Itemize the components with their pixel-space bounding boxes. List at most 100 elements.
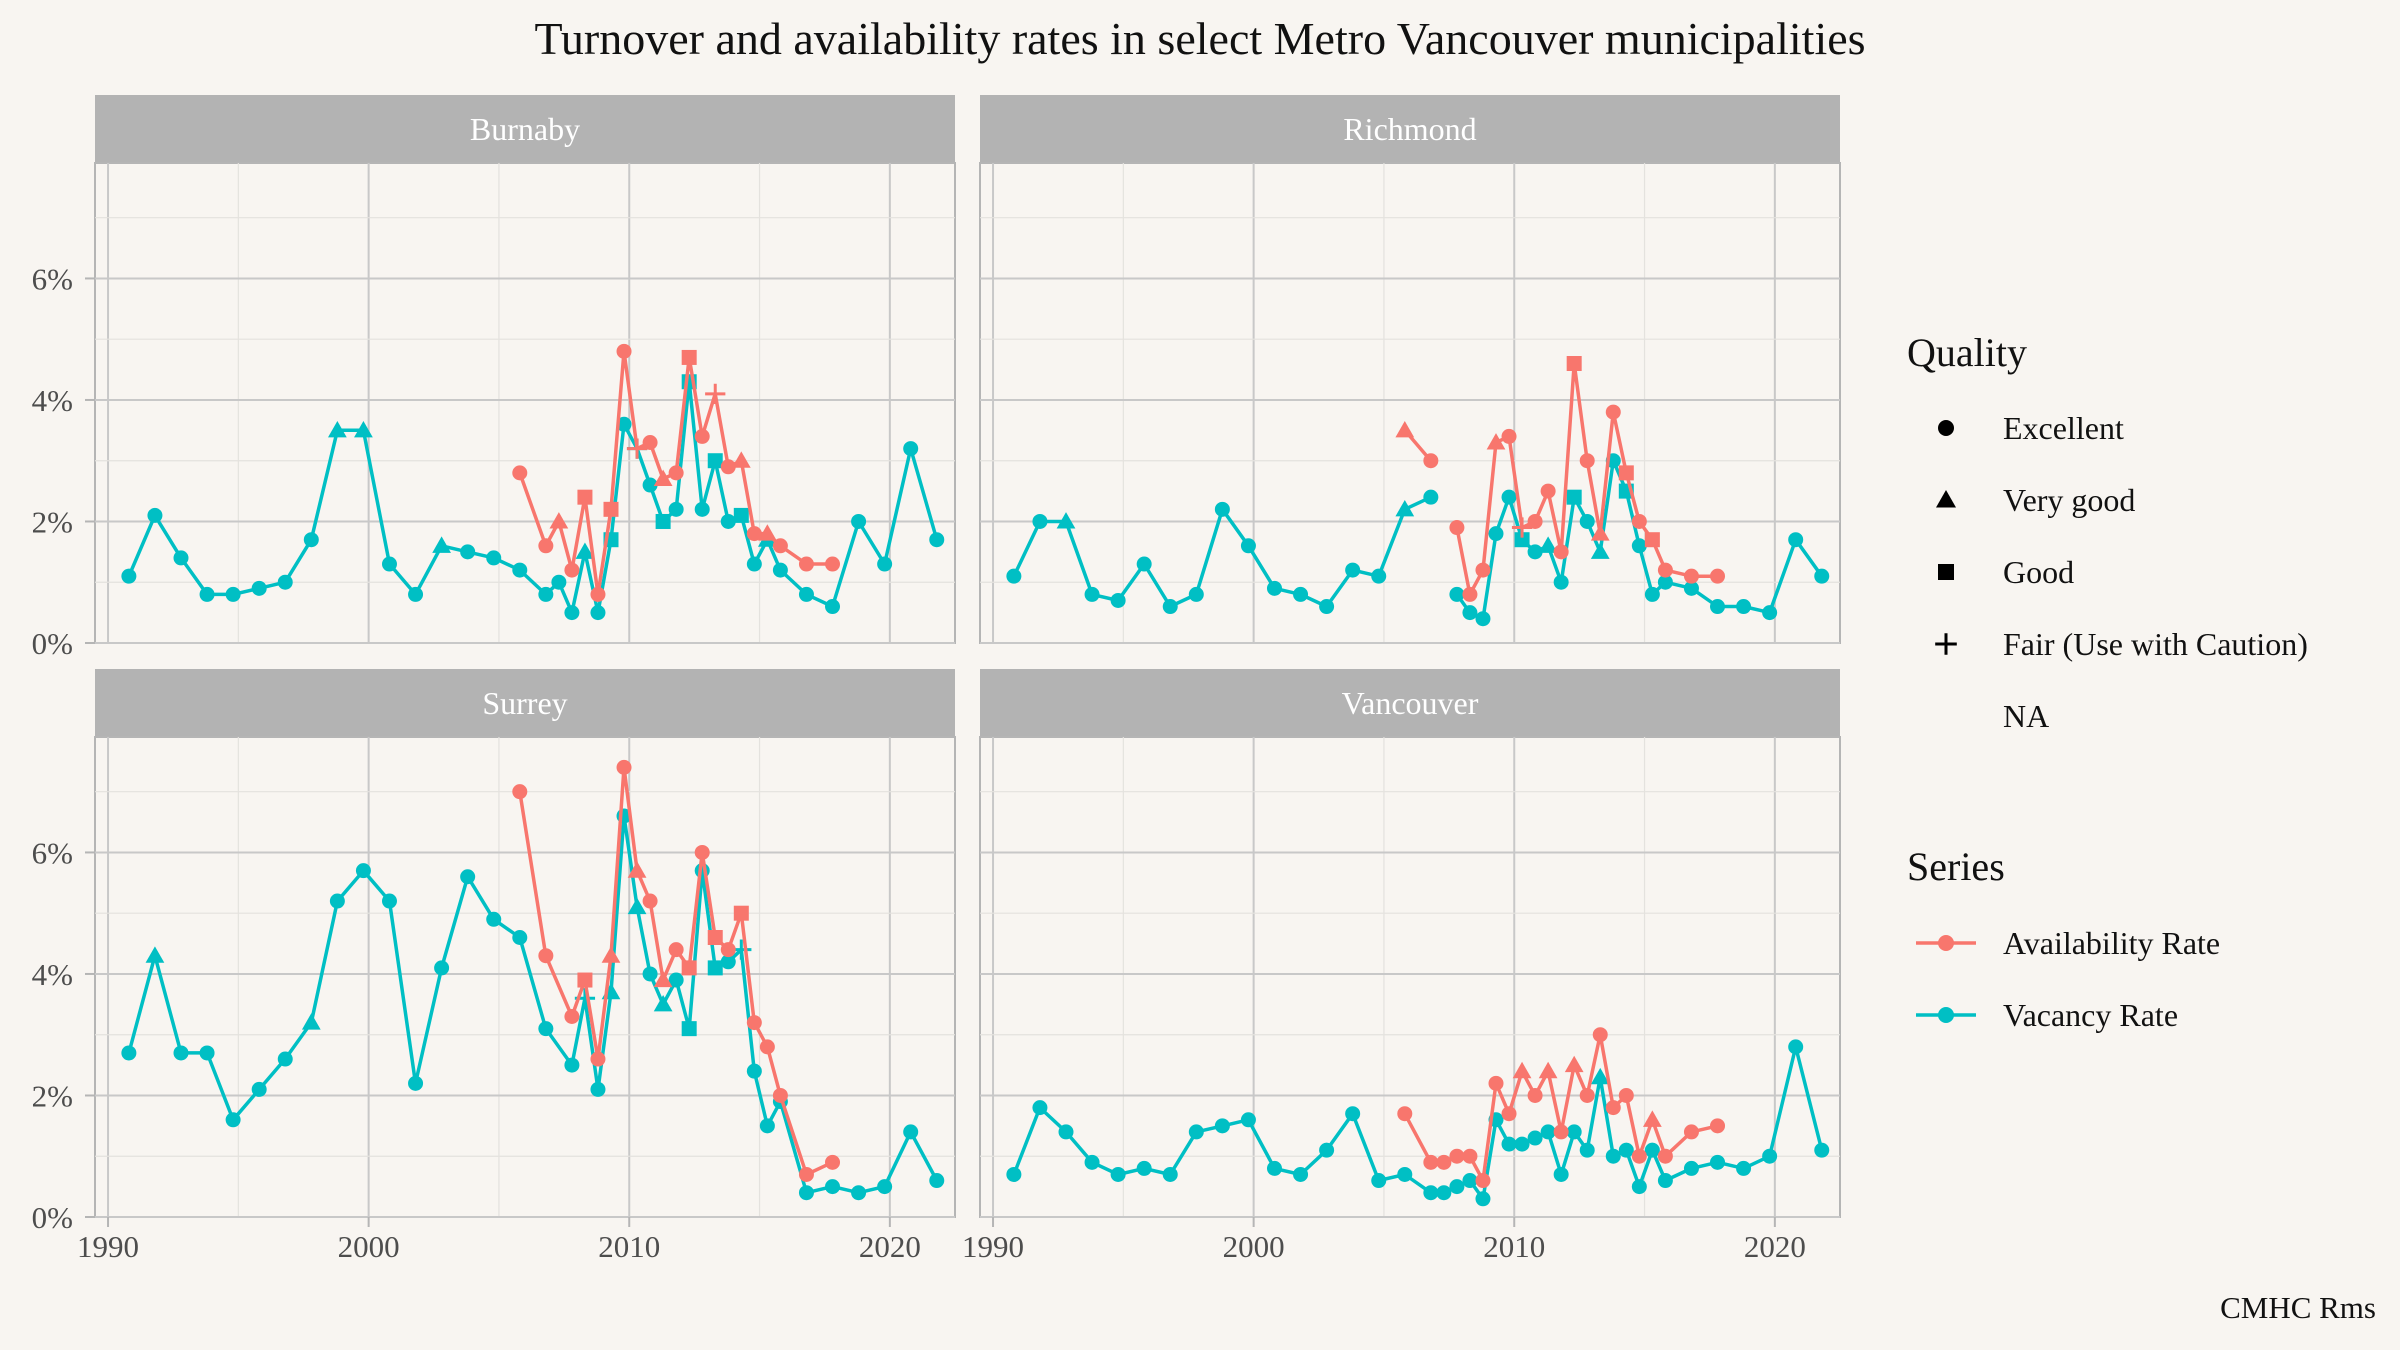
data-point bbox=[277, 574, 293, 590]
data-point bbox=[903, 1124, 919, 1140]
data-point bbox=[825, 1179, 841, 1195]
data-point bbox=[851, 1185, 867, 1201]
data-point bbox=[1162, 599, 1178, 615]
quality-legend-title: Quality bbox=[1907, 330, 2027, 375]
panel-strip bbox=[980, 669, 1840, 737]
data-point bbox=[486, 911, 502, 927]
data-point bbox=[707, 453, 723, 469]
data-point bbox=[512, 930, 528, 946]
x-tick-label: 1990 bbox=[962, 1229, 1024, 1264]
data-point bbox=[1788, 1039, 1804, 1055]
data-point bbox=[1371, 1173, 1387, 1189]
data-point bbox=[1566, 489, 1582, 505]
data-point bbox=[1475, 1191, 1491, 1207]
data-point bbox=[798, 1185, 814, 1201]
data-point bbox=[720, 954, 736, 970]
data-point bbox=[1266, 580, 1282, 596]
series-legend-title: Series bbox=[1907, 844, 2005, 889]
data-point bbox=[121, 568, 137, 584]
data-point bbox=[720, 513, 736, 529]
data-point bbox=[1657, 1148, 1673, 1164]
data-point bbox=[851, 513, 867, 529]
data-point bbox=[1657, 574, 1673, 590]
data-point bbox=[1423, 453, 1439, 469]
x-tick-label: 2020 bbox=[859, 1229, 921, 1264]
data-point bbox=[549, 512, 569, 529]
legend-key-circle bbox=[1938, 420, 1954, 436]
data-point bbox=[1395, 499, 1415, 517]
data-point bbox=[1553, 544, 1569, 560]
data-point bbox=[1488, 526, 1504, 542]
data-point bbox=[642, 893, 658, 909]
series-vacancy-rate bbox=[1006, 1039, 1830, 1207]
data-point bbox=[877, 556, 893, 572]
data-point bbox=[538, 1021, 554, 1037]
data-point bbox=[1006, 1166, 1022, 1182]
data-point bbox=[1631, 1148, 1647, 1164]
panel-richmond: Richmond bbox=[979, 95, 1841, 644]
data-point bbox=[825, 556, 841, 572]
data-point bbox=[512, 784, 528, 800]
data-point bbox=[903, 441, 919, 457]
data-point bbox=[616, 343, 632, 359]
data-point bbox=[1644, 586, 1660, 602]
data-point bbox=[746, 526, 762, 542]
data-point bbox=[1512, 1061, 1532, 1079]
data-point bbox=[1514, 1136, 1530, 1152]
data-point bbox=[590, 586, 606, 602]
data-point bbox=[1162, 1166, 1178, 1182]
data-point bbox=[1605, 1100, 1621, 1116]
data-point bbox=[1788, 532, 1804, 548]
data-point bbox=[486, 550, 502, 566]
data-point bbox=[746, 1015, 762, 1031]
data-point bbox=[1538, 536, 1558, 553]
data-point bbox=[147, 507, 163, 523]
quality-legend-label: Fair (Use with Caution) bbox=[2003, 626, 2308, 662]
data-point bbox=[1462, 605, 1478, 621]
data-point bbox=[731, 451, 751, 468]
data-point bbox=[1475, 611, 1491, 627]
y-tick-label: 0% bbox=[32, 1200, 73, 1235]
data-point bbox=[1084, 1154, 1100, 1170]
series-availability-rate bbox=[1395, 356, 1726, 602]
chart-title: Turnover and availability rates in selec… bbox=[534, 13, 1865, 64]
data-point bbox=[408, 586, 424, 602]
data-point bbox=[1293, 586, 1309, 602]
data-point bbox=[225, 1112, 241, 1128]
data-point bbox=[1214, 1118, 1230, 1134]
data-point bbox=[1488, 1075, 1504, 1091]
panel-vancouver: Vancouver 1990 2000 2010 2020 bbox=[962, 669, 1841, 1264]
data-point bbox=[173, 550, 189, 566]
x-tick-label: 2010 bbox=[598, 1229, 660, 1264]
data-point bbox=[668, 972, 684, 988]
data-point bbox=[616, 759, 632, 775]
data-point bbox=[1553, 1166, 1569, 1182]
data-point bbox=[1618, 465, 1634, 481]
data-point bbox=[877, 1179, 893, 1195]
quality-legend-label: Good bbox=[2003, 554, 2074, 590]
data-point bbox=[538, 948, 554, 964]
data-point bbox=[564, 562, 580, 578]
data-point bbox=[746, 1063, 762, 1079]
panel-strip bbox=[95, 95, 955, 163]
data-point bbox=[121, 1045, 137, 1061]
data-point bbox=[1397, 1166, 1413, 1182]
data-point bbox=[564, 1008, 580, 1024]
data-point bbox=[577, 489, 593, 505]
data-point bbox=[1293, 1166, 1309, 1182]
data-point bbox=[1644, 1142, 1660, 1158]
data-point bbox=[1579, 453, 1595, 469]
data-point bbox=[1566, 356, 1582, 372]
data-point bbox=[668, 465, 684, 481]
data-point bbox=[668, 501, 684, 517]
y-tick-label: 2% bbox=[32, 1078, 73, 1113]
y-tick-label: 4% bbox=[32, 383, 73, 418]
data-point bbox=[1501, 489, 1517, 505]
data-point bbox=[1683, 1124, 1699, 1140]
legend-key-square bbox=[1938, 564, 1954, 580]
data-point bbox=[251, 580, 267, 596]
data-point bbox=[327, 420, 347, 438]
data-point bbox=[1501, 1106, 1517, 1122]
data-point bbox=[642, 966, 658, 982]
